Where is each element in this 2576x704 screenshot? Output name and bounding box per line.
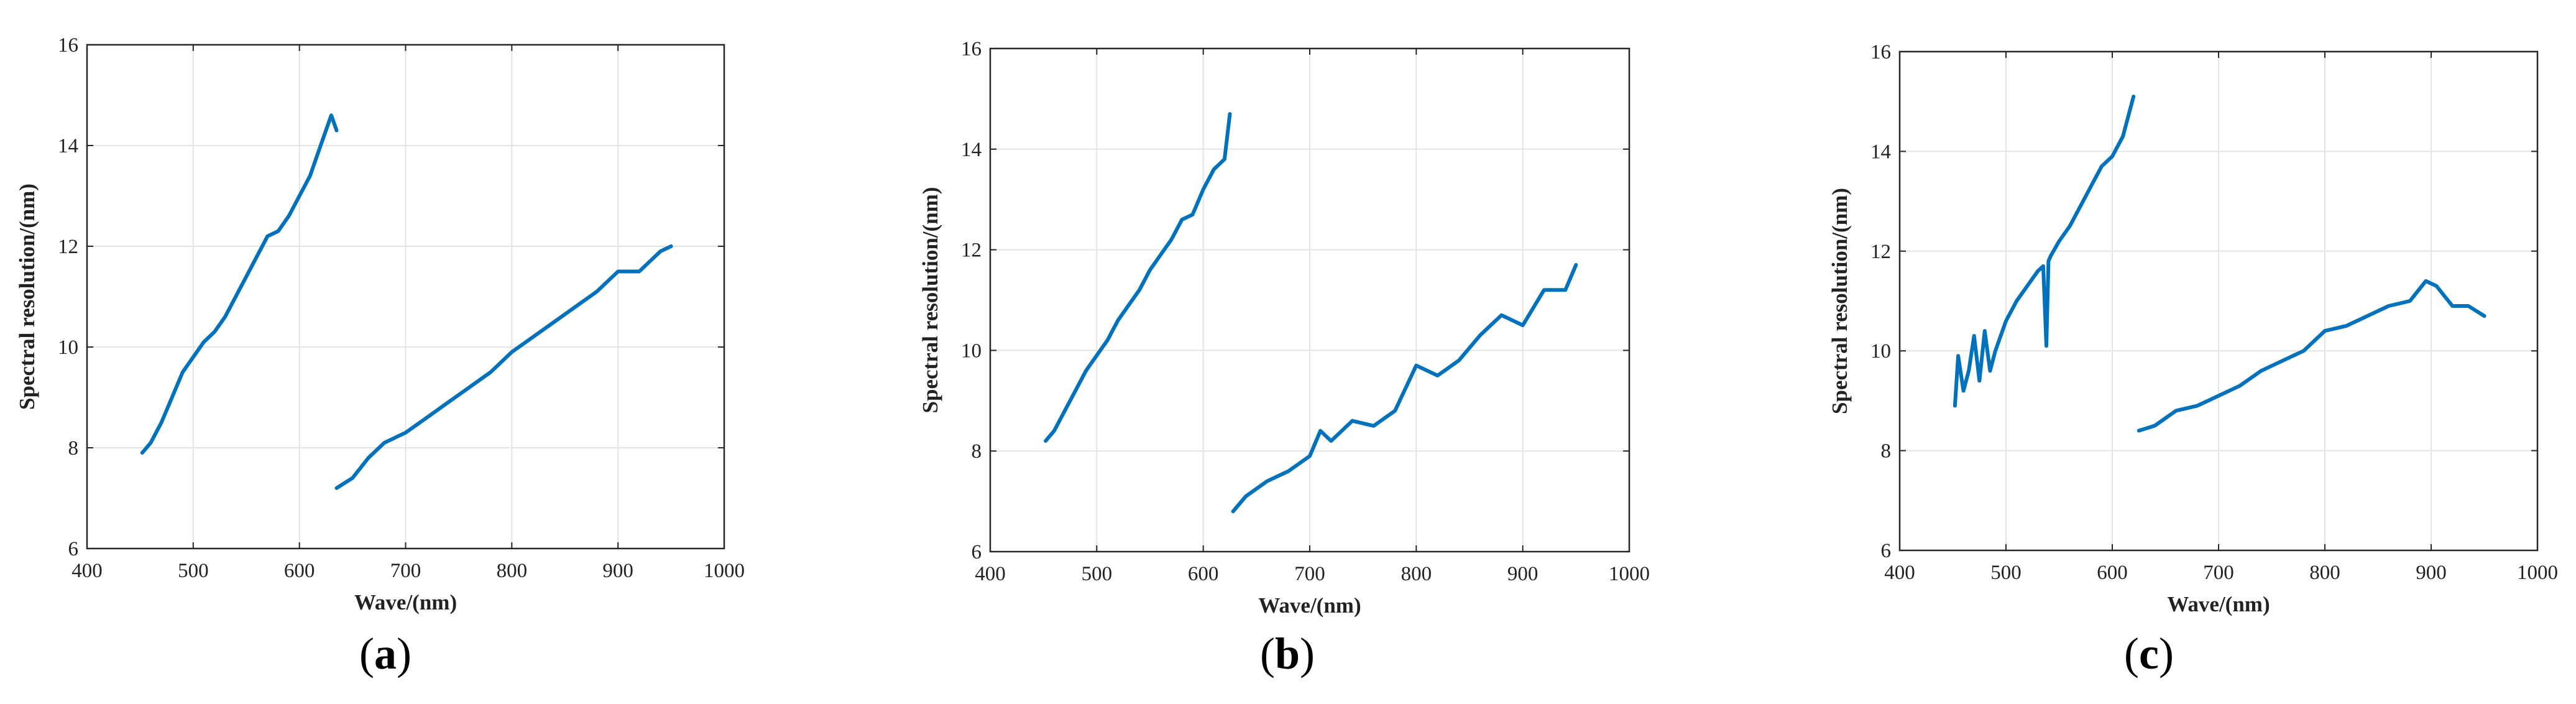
x-tick-label: 500: [178, 560, 209, 582]
series-line-b-2: [1231, 262, 1578, 514]
caption-a: (a): [359, 629, 412, 679]
chart-a-svg: 400 500 600 700 800 900 1000 6 8 10 12 14 16 Wave/(nm…: [15, 34, 745, 614]
series-line-b-1: [1044, 112, 1232, 443]
x-tick-label: 900: [602, 560, 633, 582]
y-tick-label: 16: [1870, 41, 1891, 63]
x-tick-label: 400: [1884, 562, 1915, 584]
x-tick-label: 1000: [704, 560, 745, 582]
x-tick-label: 900: [2416, 562, 2447, 584]
series-line-a-1: [140, 113, 339, 455]
x-tick-label: 700: [2203, 562, 2234, 584]
caption-b-letter: b: [1274, 629, 1300, 679]
caption-b: (b): [1259, 629, 1315, 679]
y-tick-label: 10: [1870, 340, 1891, 363]
x-tick-label: 800: [497, 560, 528, 582]
y-tick-label: 12: [961, 239, 982, 262]
y-tick-label: 8: [972, 440, 982, 463]
y-tick-label: 14: [961, 139, 982, 161]
caption-a-letter: a: [374, 629, 397, 679]
x-tick-label: 400: [975, 563, 1006, 585]
chart-b-svg: 400 500 600 700 800 900 1000 6 8 10 12 14 16 Wave/(nm…: [918, 38, 1650, 618]
y-tick-label: 8: [1881, 440, 1892, 463]
y-tick-label: 6: [68, 538, 79, 560]
x-tick-label: 800: [2309, 562, 2340, 584]
x-axis-label: Wave/(nm): [1258, 593, 1361, 618]
y-tick-label: 10: [58, 336, 78, 359]
caption-c: (c): [2124, 629, 2174, 679]
x-tick-label: 700: [1294, 563, 1325, 585]
y-tick-label: 14: [58, 135, 78, 157]
y-tick-label: 16: [58, 34, 78, 57]
x-tick-label: 1000: [1609, 563, 1650, 585]
x-tick-label: 400: [71, 560, 103, 582]
y-tick-label: 6: [1881, 540, 1892, 562]
x-tick-label: 1000: [2517, 562, 2558, 584]
caption-c-letter: c: [2139, 629, 2159, 679]
x-axis-label: Wave/(nm): [354, 590, 457, 614]
chart-panel-b: 400 500 600 700 800 900 1000 6 8 10 12 14 16 Wave/(nm…: [858, 0, 1717, 704]
x-tick-label: 500: [1082, 563, 1113, 585]
y-tick-label: 10: [961, 340, 982, 362]
y-axis-label: Spectral resolution/(nm): [1828, 188, 1852, 414]
y-axis-label: Spectral resolution/(nm): [918, 187, 942, 414]
series-line-c-2: [2137, 279, 2486, 433]
x-tick-label: 800: [1401, 563, 1432, 585]
y-axis-label: Spectral resolution/(nm): [15, 183, 39, 410]
x-tick-label: 600: [1188, 563, 1219, 585]
series-line-c-1: [1953, 95, 2136, 408]
chart-c-svg: 400 500 600 700 800 900 1000 6 8 10 12 14 16 Wave/(nm…: [1828, 41, 2558, 616]
y-tick-label: 16: [961, 38, 982, 60]
chart-panel-a: 400 500 600 700 800 900 1000 6 8 10 12 14 16 Wave/(nm…: [0, 0, 858, 704]
y-tick-label: 8: [68, 437, 79, 460]
series-line-a-2: [334, 244, 673, 490]
y-tick-label: 12: [58, 236, 78, 258]
x-tick-label: 700: [390, 560, 421, 582]
chart-panel-c: 400 500 600 700 800 900 1000 6 8 10 12 14 16 Wave/(nm…: [1717, 0, 2575, 704]
y-tick-label: 6: [972, 541, 982, 563]
y-tick-label: 14: [1870, 141, 1891, 163]
x-tick-label: 900: [1507, 563, 1539, 585]
x-tick-label: 500: [1990, 562, 2022, 584]
x-axis-label: Wave/(nm): [2167, 592, 2270, 616]
x-tick-label: 600: [284, 560, 315, 582]
x-tick-label: 600: [2097, 562, 2128, 584]
y-tick-label: 12: [1870, 241, 1891, 263]
